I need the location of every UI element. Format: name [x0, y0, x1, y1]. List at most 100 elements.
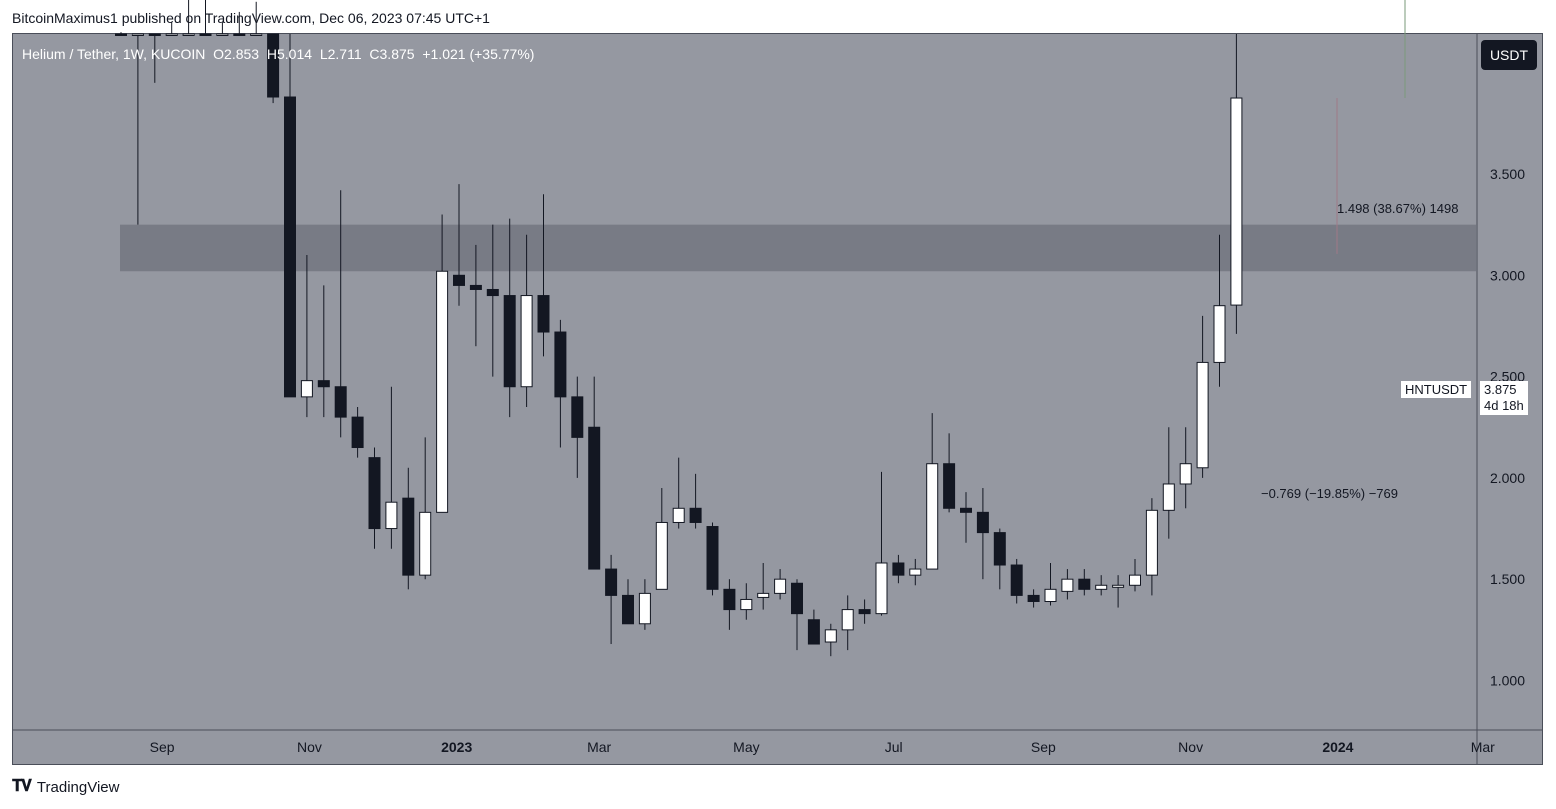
candle-body-up: [1112, 584, 1125, 588]
candle-2023-01-16[interactable]: [469, 244, 482, 347]
candle-2022-11-07[interactable]: [300, 255, 313, 418]
candle-2023-09-25[interactable]: [1078, 569, 1091, 596]
plot-area: [13, 34, 1477, 730]
candle-2023-10-23[interactable]: [1145, 498, 1158, 596]
last-price: 3.875: [1484, 382, 1517, 397]
candle-2022-12-19[interactable]: [402, 467, 415, 590]
candle-2023-10-02[interactable]: [1095, 575, 1108, 596]
candle-2023-11-20[interactable]: [1213, 234, 1226, 387]
candle-2023-02-20[interactable]: [554, 319, 567, 448]
publisher-caption: BitcoinMaximus1 published on TradingView…: [12, 10, 490, 26]
candle-2023-06-05[interactable]: [807, 609, 820, 645]
candle-2022-12-05[interactable]: [368, 447, 381, 549]
candle-body-up: [1213, 305, 1226, 363]
candle-body-up: [182, 33, 195, 36]
candle-body-down: [267, 33, 280, 98]
candle-2023-02-06[interactable]: [520, 234, 533, 407]
candle-2023-09-04[interactable]: [1027, 589, 1040, 608]
candle-2023-01-02[interactable]: [436, 214, 449, 513]
candle-2023-08-14[interactable]: [976, 488, 989, 580]
candle-2022-10-24[interactable]: [267, 33, 280, 104]
candle-2023-03-20[interactable]: [622, 579, 634, 625]
candle-2023-07-24[interactable]: [926, 413, 939, 570]
candle-2022-09-19[interactable]: [182, 0, 195, 36]
candle-2023-05-08[interactable]: [740, 583, 753, 620]
open-value: 2.853: [224, 46, 260, 62]
candle-2023-05-01[interactable]: [723, 579, 736, 630]
candle-2022-09-26[interactable]: [199, 0, 212, 36]
candle-2022-10-03[interactable]: [216, 22, 229, 36]
candle-2023-01-30[interactable]: [503, 218, 516, 418]
candle-2023-04-10[interactable]: [672, 457, 685, 529]
candle-2023-11-06[interactable]: [1179, 427, 1192, 509]
candle-2022-11-28[interactable]: [351, 406, 364, 458]
candle-body-down: [486, 288, 499, 297]
candle-2022-10-10[interactable]: [233, 11, 246, 36]
candle-body-down: [537, 295, 550, 333]
candle-2022-11-21[interactable]: [334, 190, 347, 438]
candle-body-down: [689, 507, 702, 523]
candle-body-up: [1061, 578, 1074, 592]
candle-2023-01-09[interactable]: [453, 184, 465, 306]
candle-2023-07-10[interactable]: [892, 554, 905, 584]
candle-2023-05-29[interactable]: [791, 579, 803, 651]
candle-2023-07-03[interactable]: [875, 471, 888, 616]
currency-button[interactable]: USDT: [1481, 40, 1537, 70]
candle-2022-11-14[interactable]: [317, 285, 330, 418]
candle-2023-11-13[interactable]: [1196, 315, 1209, 478]
candle-2023-11-27[interactable]: [1230, 34, 1243, 334]
candle-body-up: [774, 578, 787, 594]
candle-2023-04-24[interactable]: [706, 522, 719, 596]
candle-2023-02-13[interactable]: [537, 194, 550, 357]
candle-body-down: [571, 396, 584, 438]
candle-2022-09-12[interactable]: [165, 22, 178, 36]
candle-2023-09-11[interactable]: [1044, 562, 1057, 606]
candle-2023-02-27[interactable]: [571, 376, 584, 478]
candle-2023-08-07[interactable]: [960, 492, 972, 543]
candle-body-up: [1044, 588, 1057, 602]
candle-2023-08-28[interactable]: [1010, 558, 1023, 604]
candle-2023-06-26[interactable]: [858, 599, 871, 624]
candle-2023-06-19[interactable]: [841, 595, 854, 651]
candle-2023-10-16[interactable]: [1129, 558, 1141, 592]
candle-2022-10-31[interactable]: [284, 34, 296, 398]
measure-up-label: 1.498 (38.67%) 1498: [1337, 201, 1459, 216]
candle-body-up: [520, 295, 533, 388]
candle-2023-05-22[interactable]: [774, 569, 787, 600]
footer-brand[interactable]: 𝐓𝐕 TradingView: [12, 778, 119, 796]
candle-body-up: [824, 629, 837, 643]
countdown: 4d 18h: [1484, 398, 1524, 413]
candle-2023-07-17[interactable]: [909, 558, 922, 586]
candle-2023-03-13[interactable]: [605, 554, 618, 645]
x-tick-label: Sep: [1031, 739, 1056, 755]
candle-2022-09-05[interactable]: [148, 33, 161, 83]
candle-2023-03-27[interactable]: [638, 579, 651, 630]
candle-2023-10-09[interactable]: [1112, 575, 1125, 608]
symbol-legend: Helium / Tether, 1W, KUCOIN O2.853 H5.01…: [22, 46, 535, 62]
x-tick-label: 2024: [1322, 739, 1353, 755]
candle-2023-03-06[interactable]: [588, 376, 601, 570]
candle-2023-06-12[interactable]: [824, 623, 837, 657]
candle-2023-08-21[interactable]: [993, 528, 1006, 590]
candle-2023-01-23[interactable]: [486, 224, 499, 377]
candle-2023-10-30[interactable]: [1162, 427, 1175, 539]
candle-2022-08-29[interactable]: [131, 33, 144, 225]
candle-2022-12-12[interactable]: [385, 386, 398, 549]
candle-2023-04-03[interactable]: [655, 488, 668, 590]
candle-body-up: [165, 33, 178, 36]
candle-2023-07-31[interactable]: [943, 433, 956, 513]
candle-2022-10-17[interactable]: [250, 1, 263, 36]
candle-2023-05-15[interactable]: [757, 562, 770, 610]
candle-body-up: [875, 562, 888, 615]
candle-2022-08-22[interactable]: [115, 32, 127, 36]
candle-body-down: [453, 274, 465, 286]
candle-body-down: [993, 532, 1006, 566]
candle-2023-04-17[interactable]: [689, 473, 702, 529]
candle-body-up: [385, 501, 398, 530]
candle-body-up: [1179, 463, 1192, 485]
candle-body-down: [1027, 594, 1040, 602]
candle-2023-09-18[interactable]: [1061, 569, 1074, 600]
candle-body-up: [216, 33, 229, 36]
candle-2022-12-26[interactable]: [419, 437, 432, 580]
